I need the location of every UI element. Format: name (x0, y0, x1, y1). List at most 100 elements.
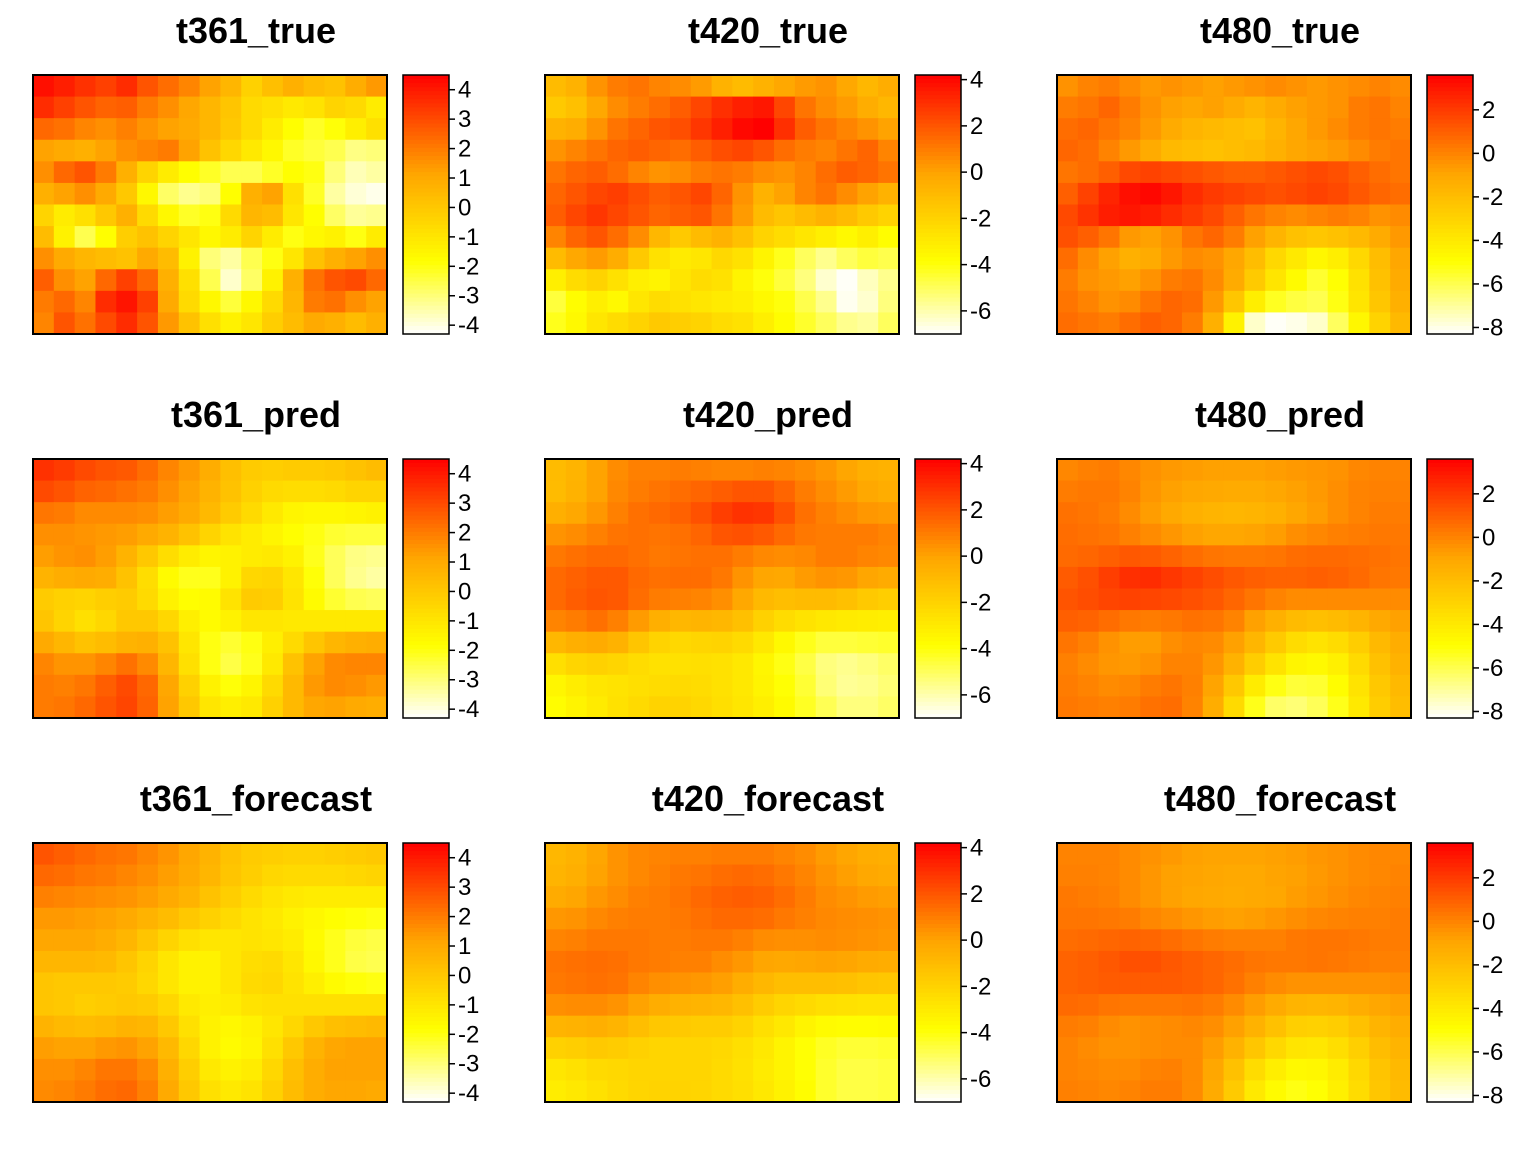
heatmap-cell (199, 886, 222, 909)
heatmap-cell (857, 139, 879, 162)
heatmap-cell (1119, 843, 1141, 866)
colorbar-step (403, 572, 449, 577)
heatmap-cell (366, 75, 388, 98)
heatmap-cell (33, 1037, 55, 1060)
heatmap-cell (545, 653, 567, 676)
heatmap-cell (1161, 1015, 1183, 1038)
heatmap-cell (1098, 1080, 1121, 1103)
heatmap-cell (262, 226, 284, 249)
heatmap-cell (1098, 610, 1121, 633)
heatmap-cell (1306, 118, 1329, 141)
colorbar-step (1427, 875, 1473, 881)
heatmap-cell (1306, 566, 1329, 590)
heatmap-cell (1119, 631, 1141, 654)
colorbar-step (403, 289, 449, 295)
heatmap-cell (690, 226, 713, 249)
heatmap-cell (565, 696, 588, 719)
heatmap-cell (1119, 75, 1141, 98)
heatmap-cell (1306, 96, 1329, 119)
colorbar-step (915, 184, 961, 189)
heatmap-cell (794, 502, 817, 525)
heatmap-cell (137, 523, 159, 546)
heatmap-cell (1202, 696, 1225, 719)
heatmap-cell (1327, 226, 1350, 249)
colorbar-step (915, 329, 961, 335)
heatmap-cell (178, 226, 201, 249)
heatmap-cell (1348, 950, 1370, 974)
heatmap-cell (607, 994, 629, 1017)
heatmap-cell (565, 610, 588, 633)
colorbar-tick-label: -1 (458, 992, 479, 1019)
colorbar-step (915, 180, 961, 185)
heatmap-cell (836, 631, 858, 654)
heatmap-cell (199, 929, 222, 952)
colorbar-step (915, 543, 961, 549)
colorbar-frame (402, 458, 450, 719)
colorbar-tick-label: 0 (1482, 140, 1495, 167)
colorbar-step (1427, 564, 1473, 569)
heatmap-cell (1057, 631, 1079, 654)
heatmap-cell (33, 312, 55, 335)
heatmap-cell (366, 480, 388, 503)
heatmap-cell (607, 139, 629, 162)
heatmap-cell (116, 674, 138, 698)
heatmap-cell (1244, 290, 1266, 314)
heatmap-cell (1286, 929, 1308, 952)
heatmap-cell (303, 182, 326, 206)
colorbar-step (403, 1029, 449, 1034)
colorbar-step (403, 527, 449, 533)
heatmap-cell (669, 545, 692, 568)
heatmap-cell (711, 929, 734, 952)
heatmap-cell (649, 502, 671, 525)
heatmap-cell (690, 290, 713, 314)
heatmap-cell (1306, 588, 1329, 611)
heatmap-cell (753, 653, 775, 676)
heatmap-cell (178, 161, 201, 184)
heatmap-cell (1098, 843, 1121, 866)
heatmap-cell (366, 994, 388, 1017)
heatmap-cell (53, 269, 76, 292)
heatmap-cells (545, 459, 900, 719)
heatmap-cell (199, 1080, 222, 1103)
heatmap-cell (857, 226, 879, 249)
colorbar-step (1427, 976, 1473, 982)
colorbar-tick-label: 1 (458, 933, 471, 960)
colorbar-step (915, 604, 961, 610)
heatmap-cell (345, 1080, 367, 1103)
heatmap-cell (649, 566, 671, 590)
heatmap-cell (690, 843, 713, 866)
heatmap-cell (607, 653, 629, 676)
heatmap-cell (220, 929, 242, 952)
heatmap-cell (324, 226, 346, 249)
heatmap-cell (366, 631, 388, 654)
heatmap-cell (1327, 674, 1350, 698)
colorbar-step (1427, 265, 1473, 270)
colorbar-step (915, 855, 961, 860)
colorbar-step (915, 548, 961, 553)
heatmap-cell (1202, 459, 1225, 482)
colorbar-step (915, 139, 961, 145)
heatmap-cell (878, 843, 900, 866)
heatmap-cell (1181, 1037, 1204, 1060)
colorbar-step (915, 907, 961, 913)
heatmap-cell (1057, 204, 1079, 227)
heatmap-cell (1119, 290, 1141, 314)
heatmap-cell (753, 182, 775, 206)
colorbar-step (403, 204, 449, 210)
heatmap-cell (1265, 886, 1287, 909)
heatmap-cell (586, 269, 609, 292)
colorbar-step (915, 685, 961, 691)
heatmap-cell (649, 674, 671, 698)
heatmap-cell (95, 1015, 117, 1038)
colorbar-step (915, 628, 961, 634)
colorbar-step (1427, 168, 1473, 173)
heatmap-cell (241, 247, 263, 270)
colorbar-step (403, 511, 449, 517)
colorbar-step (915, 224, 961, 230)
heatmap-cell (1369, 631, 1391, 654)
colorbar-step (403, 261, 449, 266)
heatmap-cell (74, 480, 97, 503)
heatmap-cell (116, 864, 138, 887)
